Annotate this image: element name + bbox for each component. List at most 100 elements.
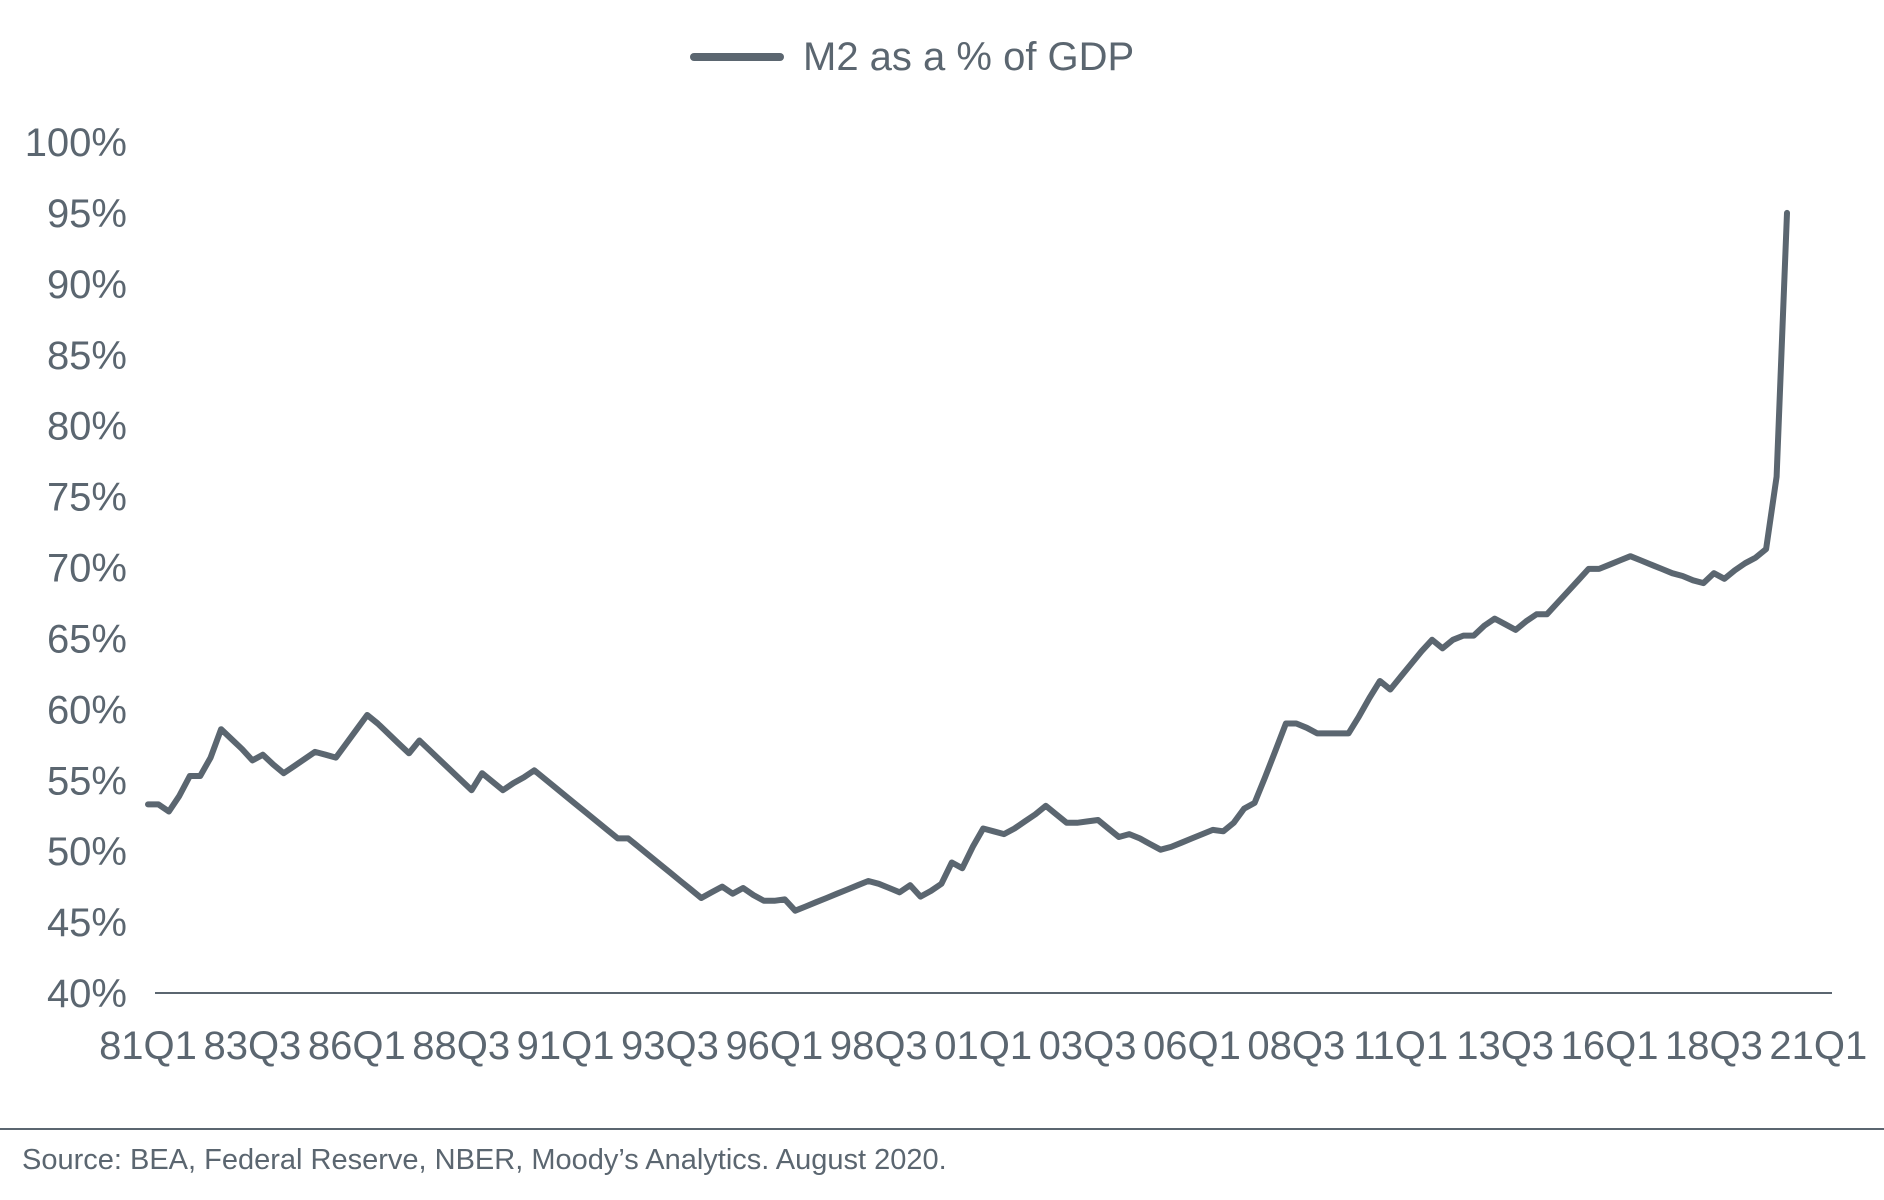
data-point [1554,600,1560,606]
data-point [782,896,788,902]
data-point [531,767,537,773]
data-point [865,878,871,884]
data-point [636,844,642,850]
data-point [688,887,694,893]
data-point [709,889,715,895]
data-point [844,887,850,893]
x-tick-label: 16Q1 [1561,1024,1659,1068]
x-tick-label: 18Q3 [1665,1024,1763,1068]
data-point [897,889,903,895]
x-tick-label: 91Q1 [517,1024,615,1068]
line-chart: M2 as a % of GDP 40% 45% 50% 55% 60% 65% 70% 75… [25,35,1868,1068]
data-point [594,818,600,824]
data-point [1283,721,1289,727]
y-axis-ticks: 40% 45% 50% 55% 60% 65% 70% 75% 80% 85% 90% 95% 100% [25,121,127,1016]
data-point [740,885,746,891]
y-tick-label: 85% [47,334,127,378]
data-point [1168,844,1174,850]
legend-label: M2 as a % of GDP [803,35,1134,79]
data-point [490,779,496,785]
data-point [1513,627,1519,633]
data-point [771,898,777,904]
x-tick-label: 01Q1 [934,1024,1032,1068]
data-point [218,726,224,732]
data-point [552,784,558,790]
data-point [1158,847,1164,853]
data-point [1502,621,1508,627]
x-tick-label: 13Q3 [1456,1024,1554,1068]
data-point [1053,811,1059,817]
y-tick-label: 40% [47,972,127,1016]
data-point [406,750,412,756]
data-point [500,787,506,793]
data-point [1408,661,1414,667]
data-point [1586,566,1592,572]
data-point [208,755,214,761]
data-point [657,861,663,867]
data-point [1241,806,1247,812]
data-point [604,827,610,833]
data-point [959,865,965,871]
data-point [949,860,955,866]
data-point [698,895,704,901]
data-point [1753,555,1759,561]
data-point [1481,623,1487,629]
data-point [918,894,924,900]
data-point [437,757,443,763]
data-point [1074,820,1080,826]
data-point [813,899,819,905]
data-point [928,888,934,894]
data-point [834,891,840,897]
series-points [145,210,1790,914]
data-point [302,756,308,762]
data-point [354,726,360,732]
data-point [1607,562,1613,568]
x-tick-label: 21Q1 [1769,1024,1867,1068]
data-point [469,787,475,793]
data-point [1356,713,1362,719]
data-point [385,730,391,736]
legend: M2 as a % of GDP [690,35,1134,79]
data-point [1648,562,1654,568]
data-point [1043,803,1049,809]
y-tick-label: 75% [47,476,127,520]
data-point [1137,835,1143,841]
data-point [166,809,172,815]
data-point [1335,730,1341,736]
data-point [375,721,381,727]
data-point [1022,818,1028,824]
data-point [1774,474,1780,480]
data-point [1346,730,1352,736]
data-point [1565,589,1571,595]
footer-divider [0,1128,1884,1130]
data-point [1429,637,1435,643]
data-point [1325,730,1331,736]
x-tick-label: 86Q1 [308,1024,406,1068]
data-point [1126,831,1132,837]
data-point [1680,573,1686,579]
data-point [1398,674,1404,680]
y-tick-label: 80% [47,405,127,449]
data-point [584,810,590,816]
y-tick-label: 90% [47,263,127,307]
data-point [1742,560,1748,566]
data-point [229,736,235,742]
x-tick-label: 83Q3 [203,1024,301,1068]
data-point [427,748,433,754]
x-tick-label: 81Q1 [99,1024,197,1068]
data-point [938,881,944,887]
data-point [1638,557,1644,563]
data-point [542,776,548,782]
x-tick-label: 03Q3 [1039,1024,1137,1068]
data-point [980,826,986,832]
data-point [1732,567,1738,573]
data-point [1012,826,1018,832]
data-point [876,881,882,887]
data-point [176,793,182,799]
data-point [1377,678,1383,684]
data-point [1784,210,1790,216]
data-point [667,869,673,875]
y-tick-label: 65% [47,617,127,661]
data-point [730,891,736,897]
data-point [803,904,809,910]
